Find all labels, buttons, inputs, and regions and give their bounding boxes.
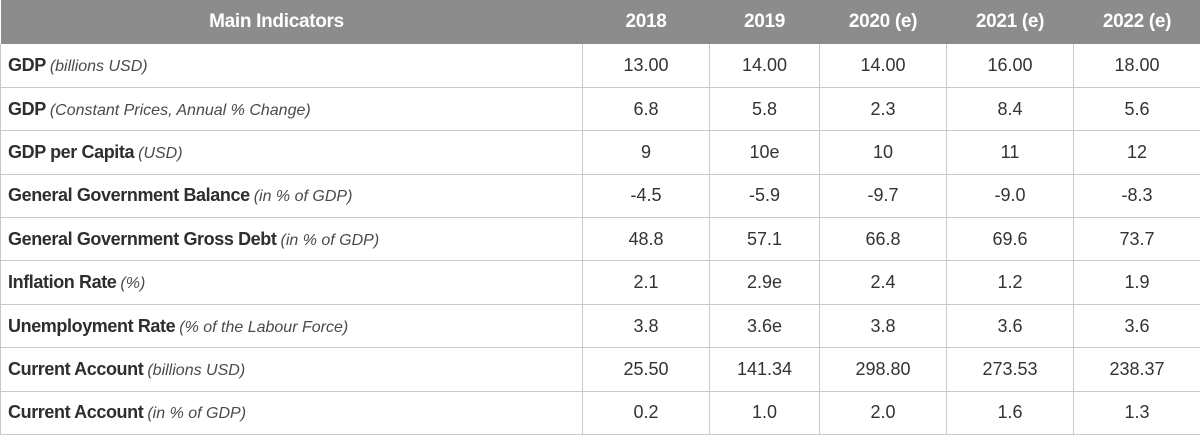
table-cell: 1.9 (1073, 260, 1200, 305)
table-cell: 0.2 (582, 390, 710, 435)
column-header-main-indicators: Main Indicators (209, 11, 344, 32)
table-cell: 18.00 (1073, 44, 1200, 88)
table-cell: -5.9 (709, 173, 820, 219)
table-cell: 48.8 (582, 217, 710, 262)
table-cell: 66.8 (819, 217, 947, 262)
table-cell: -8.3 (1073, 173, 1200, 219)
header-row: Main Indicators 2018 2019 2020 (e) 2021 … (0, 0, 1200, 44)
table-cell: 298.80 (819, 347, 947, 392)
table-cell: 11 (946, 130, 1074, 175)
table-cell: -9.0 (946, 173, 1074, 219)
table-row: Unemployment Rate (% of the Labour Force)… (0, 303, 1200, 349)
column-header-2021e: 2021 (e) (975, 11, 1045, 32)
indicator-name: GDP (8, 54, 46, 75)
row-label: Unemployment Rate (% of the Labour Force) (0, 303, 583, 349)
indicator-unit: (billions USD) (147, 361, 246, 379)
indicator-name: GDP (8, 98, 46, 119)
table-cell: 3.8 (819, 303, 947, 349)
indicator-unit: (in % of GDP) (147, 405, 247, 423)
table-cell: 2.4 (819, 260, 947, 305)
row-label: Inflation Rate (%) (0, 260, 583, 305)
table-cell: 2.9e (709, 260, 820, 305)
table-row: GDP (Constant Prices, Annual % Change) 6.… (0, 86, 1200, 132)
table-row: GDP per Capita (USD) 9 10e 10 11 12 (0, 130, 1200, 175)
table-row: Inflation Rate (%) 2.1 2.9e 2.4 1.2 1.9 (0, 260, 1200, 305)
table-cell: 238.37 (1073, 347, 1200, 392)
column-header-2022e: 2022 (e) (1102, 11, 1172, 32)
table-cell: 10e (709, 130, 820, 175)
table-cell: 8.4 (946, 86, 1074, 132)
table-body: GDP (billions USD) 13.00 14.00 14.00 16.0… (0, 44, 1200, 435)
table-cell: 12 (1073, 130, 1200, 175)
row-label: Current Account (billions USD) (0, 347, 583, 392)
table-cell: 3.6e (709, 303, 820, 349)
table-row: Current Account (in % of GDP) 0.2 1.0 2.0… (0, 390, 1200, 435)
row-label: General Government Gross Debt (in % of GD… (0, 217, 583, 262)
table-cell: 3.6 (946, 303, 1074, 349)
table-cell: 5.6 (1073, 86, 1200, 132)
column-header-2019: 2019 (743, 11, 786, 32)
row-label: Current Account (in % of GDP) (0, 390, 583, 435)
indicator-unit: (% of the Labour Force) (179, 318, 349, 336)
indicator-unit: (in % of GDP) (253, 188, 353, 206)
indicator-unit: (billions USD) (49, 57, 148, 75)
table-cell: 25.50 (582, 347, 710, 392)
indicator-name: General Government Gross Debt (8, 228, 277, 249)
table-row: GDP (billions USD) 13.00 14.00 14.00 16.0… (0, 44, 1200, 88)
table-row: Current Account (billions USD) 25.50 141.… (0, 347, 1200, 392)
table-row: General Government Balance (in % of GDP) … (0, 173, 1200, 219)
indicator-unit: (Constant Prices, Annual % Change) (49, 101, 311, 119)
table-cell: 73.7 (1073, 217, 1200, 262)
table-header: Main Indicators 2018 2019 2020 (e) 2021 … (0, 0, 1200, 44)
table-cell: 2.0 (819, 390, 947, 435)
table-cell: 1.2 (946, 260, 1074, 305)
table-cell: 1.3 (1073, 390, 1200, 435)
indicator-unit: (%) (120, 275, 146, 293)
table-cell: 5.8 (709, 86, 820, 132)
table-cell: 2.1 (582, 260, 710, 305)
table-cell: 14.00 (819, 44, 947, 88)
indicator-name: Current Account (8, 402, 144, 423)
row-label: GDP (billions USD) (0, 44, 583, 88)
table-cell: 13.00 (582, 44, 710, 88)
table-cell: 69.6 (946, 217, 1074, 262)
table-cell: -9.7 (819, 173, 947, 219)
table-cell: 1.0 (709, 390, 820, 435)
column-header-2018: 2018 (625, 11, 667, 32)
table-cell: 6.8 (582, 86, 710, 132)
row-label: GDP per Capita (USD) (0, 130, 583, 175)
indicator-name: Unemployment Rate (8, 315, 176, 336)
indicator-name: Inflation Rate (8, 272, 117, 293)
indicator-name: GDP per Capita (8, 141, 135, 162)
table-cell: 16.00 (946, 44, 1074, 88)
indicator-unit: (USD) (138, 144, 183, 162)
table-cell: 3.8 (582, 303, 710, 349)
table-cell: 9 (582, 130, 710, 175)
table-cell: 57.1 (709, 217, 820, 262)
row-label: GDP (Constant Prices, Annual % Change) (0, 86, 583, 132)
table-row: General Government Gross Debt (in % of GD… (0, 217, 1200, 262)
table-cell: 10 (819, 130, 947, 175)
table-cell: -4.5 (582, 173, 710, 219)
table-cell: 2.3 (819, 86, 947, 132)
table-cell: 141.34 (709, 347, 820, 392)
table-cell: 3.6 (1073, 303, 1200, 349)
indicator-unit: (in % of GDP) (280, 231, 380, 249)
table-cell: 14.00 (709, 44, 820, 88)
column-header-2020e: 2020 (e) (848, 11, 918, 32)
indicator-name: General Government Balance (8, 185, 250, 206)
table-cell: 273.53 (946, 347, 1074, 392)
row-label: General Government Balance (in % of GDP) (0, 173, 583, 219)
indicator-name: Current Account (8, 358, 144, 379)
table-cell: 1.6 (946, 390, 1074, 435)
